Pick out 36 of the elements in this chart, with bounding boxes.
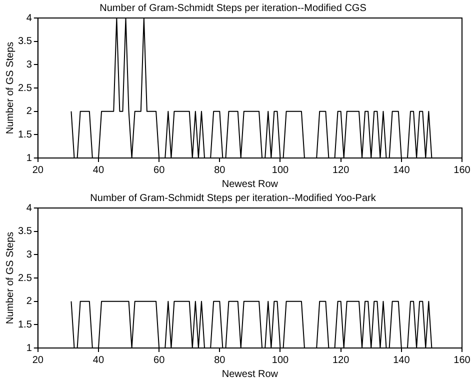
y-tick-label: 4 bbox=[26, 202, 32, 214]
x-tick-label: 80 bbox=[214, 164, 226, 176]
x-tick-label: 160 bbox=[454, 354, 471, 366]
x-tick-label: 40 bbox=[92, 164, 104, 176]
y-tick-label: 2 bbox=[26, 296, 32, 308]
x-tick-label: 160 bbox=[454, 164, 471, 176]
y-tick-label: 3.5 bbox=[18, 36, 32, 48]
chart-title: Number of Gram-Schmidt Steps per iteration--Modified Yoo-Park bbox=[90, 192, 377, 204]
x-tick-label: 40 bbox=[92, 354, 104, 366]
y-tick-label: 4 bbox=[26, 12, 32, 24]
x-tick-label: 60 bbox=[154, 354, 166, 366]
chart-title: Number of Gram-Schmidt Steps per iteration--Modified CGS bbox=[100, 2, 367, 14]
x-tick-label: 60 bbox=[154, 164, 166, 176]
y-tick-label: 1.5 bbox=[18, 319, 32, 330]
x-tick-label: 140 bbox=[393, 164, 410, 176]
x-tick-label: 140 bbox=[393, 354, 410, 366]
x-tick-label: 20 bbox=[32, 354, 44, 366]
y-tick-label: 3 bbox=[26, 249, 32, 260]
x-tick-label: 20 bbox=[32, 164, 44, 176]
x-tick-label: 120 bbox=[332, 354, 350, 366]
x-axis-title: Newest Row bbox=[222, 368, 279, 380]
y-tick-label: 3 bbox=[26, 59, 32, 70]
y-tick-label: 3.5 bbox=[18, 226, 32, 238]
y-tick-label: 2.5 bbox=[18, 82, 32, 94]
x-tick-label: 100 bbox=[272, 354, 290, 366]
y-axis-title: Number of GS Steps bbox=[4, 42, 16, 134]
x-tick-label: 100 bbox=[272, 164, 290, 176]
x-tick-label: 120 bbox=[332, 164, 350, 176]
x-axis-title: Newest Row bbox=[222, 178, 279, 190]
y-axis-title: Number of GS Steps bbox=[4, 232, 16, 324]
y-tick-label: 1 bbox=[26, 342, 32, 354]
y-tick-label: 2 bbox=[26, 106, 32, 118]
y-tick-label: 1.5 bbox=[18, 129, 32, 140]
x-tick-label: 80 bbox=[214, 354, 226, 366]
y-tick-label: 2.5 bbox=[18, 272, 32, 284]
y-tick-label: 1 bbox=[26, 152, 32, 164]
